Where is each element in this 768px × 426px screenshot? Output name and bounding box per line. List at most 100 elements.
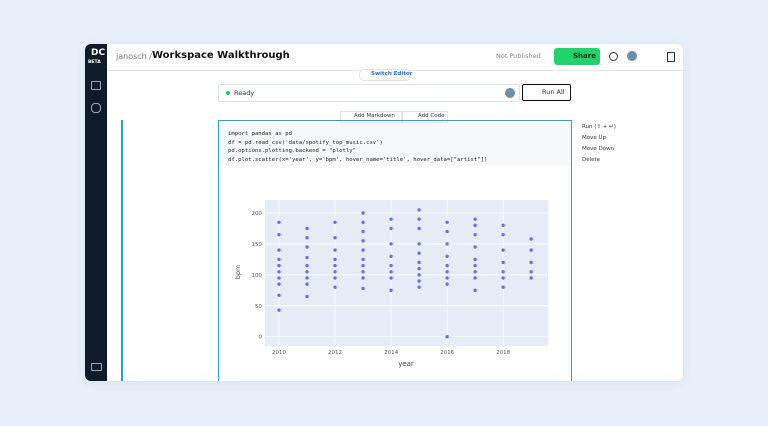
point (305, 245, 309, 249)
point (445, 276, 449, 280)
collaborator-avatar (505, 88, 515, 98)
point (417, 285, 421, 289)
x-tick-label: 2012 (328, 350, 342, 356)
point (417, 208, 421, 212)
cell-menu: Run (⇧ + ↵) Move Up Move Down Delete (582, 122, 616, 166)
point (417, 279, 421, 283)
x-tick-label: 2018 (496, 350, 510, 356)
point (529, 260, 533, 265)
point (333, 270, 337, 274)
code-editor[interactable]: import pandas as pd df = pd.read_csv('da… (219, 124, 571, 166)
menu-item[interactable]: Run (⇧ + ↵) (582, 124, 616, 130)
point (417, 242, 421, 246)
point (445, 335, 449, 339)
point (529, 270, 533, 274)
point (417, 226, 421, 231)
point (389, 217, 393, 221)
menu-item[interactable]: Move Up (582, 135, 607, 141)
point (473, 245, 477, 249)
y-tick-label: 50 (255, 304, 262, 310)
point (473, 276, 477, 280)
point (473, 223, 477, 228)
plot-area (265, 200, 548, 346)
run-all-label: Run All (542, 88, 565, 96)
point (501, 285, 505, 289)
point (277, 263, 281, 268)
point (445, 229, 449, 234)
point (501, 232, 505, 237)
point (361, 286, 365, 291)
point (389, 270, 393, 274)
menu-item[interactable]: Delete (582, 157, 601, 163)
sidebar: DC BETA (85, 44, 107, 381)
point (473, 270, 477, 274)
data-icon[interactable] (91, 103, 101, 113)
point (389, 263, 393, 268)
publish-status: Not Published (496, 52, 541, 60)
point (501, 260, 505, 265)
terminal-icon[interactable] (91, 363, 102, 371)
x-tick-label: 2014 (384, 350, 398, 356)
status-bar: Ready (218, 84, 520, 102)
point (417, 266, 421, 271)
point (417, 217, 421, 221)
add-code-label: Add Code (418, 113, 445, 119)
point (305, 236, 309, 240)
chart: bpm year 0 50 100 150 200 2010 2012 2014 2016 201… (234, 200, 548, 368)
logo-badge: BETA (88, 60, 101, 65)
point (445, 263, 449, 268)
point (361, 239, 365, 243)
point (305, 282, 309, 286)
share-label: Share (573, 52, 596, 60)
share-button[interactable]: Share (554, 48, 600, 65)
point (417, 273, 421, 277)
point (473, 263, 477, 268)
point (333, 285, 337, 289)
exit-icon[interactable] (667, 52, 675, 62)
point (417, 251, 421, 255)
point (361, 248, 365, 252)
point (277, 220, 281, 224)
point (529, 248, 533, 252)
point (305, 276, 309, 280)
point (333, 236, 337, 240)
point (305, 270, 309, 274)
point (473, 217, 477, 221)
menu-item[interactable]: Move Down (582, 146, 615, 152)
point (277, 276, 281, 280)
point (361, 276, 365, 280)
point (389, 254, 393, 258)
point (277, 232, 281, 237)
point (361, 263, 365, 268)
status: Ready (234, 89, 255, 97)
code-cell[interactable] (218, 120, 572, 381)
logo: DC (91, 48, 106, 58)
x-axis-title: year (398, 360, 414, 368)
point (361, 220, 365, 224)
point (305, 263, 309, 268)
point (445, 282, 449, 286)
code-line: import pandas as pd (228, 131, 292, 137)
point (305, 294, 309, 299)
code-line: df = pd.read_csv('data/spotify_top_music… (228, 139, 383, 146)
point (333, 248, 337, 252)
point (389, 276, 393, 280)
owner[interactable]: janosch / (116, 52, 152, 61)
point (501, 276, 505, 280)
window: DC BETA janosch / Workspace Walkthrough … (85, 44, 683, 381)
point (361, 211, 365, 215)
run-all-button[interactable]: Run All (522, 84, 571, 101)
point (473, 257, 477, 262)
y-tick-label: 100 (252, 273, 263, 279)
files-icon[interactable] (91, 81, 101, 90)
point (473, 232, 477, 237)
point (501, 270, 505, 274)
point (501, 248, 505, 252)
help-icon[interactable] (609, 52, 618, 61)
workspace-title[interactable]: Workspace Walkthrough (152, 50, 290, 61)
x-tick-label: 2010 (272, 350, 286, 356)
code-line: df.plot.scatter(x='year', y='bpm', hover… (228, 156, 488, 163)
avatar[interactable] (627, 51, 637, 61)
switch-editor[interactable]: Switch Editor (359, 69, 412, 81)
point (445, 220, 449, 224)
